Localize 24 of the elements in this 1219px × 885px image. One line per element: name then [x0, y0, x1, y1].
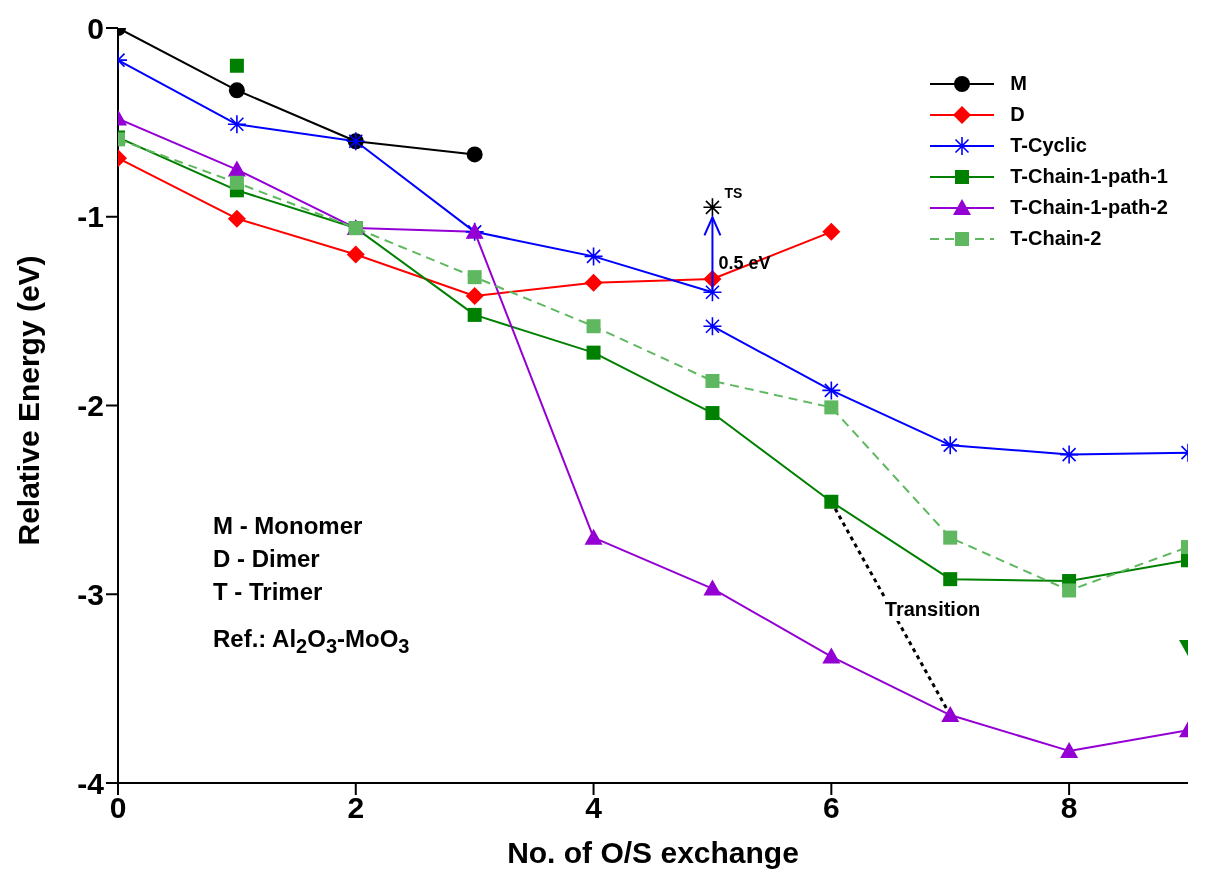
- legend-label: D: [1010, 103, 1025, 126]
- x-tick-label: 2: [347, 791, 365, 825]
- legend-label: T-Chain-1-path-2: [1010, 196, 1168, 219]
- y-axis-title: Relative Energy (eV): [11, 255, 45, 546]
- x-tick-label: 6: [822, 791, 840, 825]
- x-tick-label: 0: [109, 791, 127, 825]
- annotation: D - Dimer: [213, 544, 321, 575]
- y-tick-label: -4: [77, 766, 105, 800]
- y-tick-label: -3: [77, 577, 104, 611]
- legend-label: T-Chain-2: [1010, 227, 1102, 250]
- legend-label: T-Cyclic: [1010, 134, 1087, 157]
- x-tick-label: 8: [1060, 791, 1078, 825]
- y-tick-label: -2: [77, 389, 104, 423]
- x-tick-label: 4: [585, 791, 603, 825]
- x-axis-title: No. of O/S exchange: [507, 836, 799, 869]
- y-tick-label: 0: [87, 11, 104, 45]
- legend-label: M: [1010, 72, 1027, 95]
- legend-label: T-Chain-1-path-1: [1010, 165, 1168, 188]
- annotation: TS: [724, 185, 743, 202]
- annotation: Ref.: Al$_{2}$O$_{3}$-MoO$_{3}$: [213, 624, 410, 660]
- annotation: Transition: [882, 598, 983, 622]
- annotation: M - Monomer: [213, 511, 364, 542]
- annotation: T - Trimer: [213, 577, 324, 608]
- y-tick-label: -1: [77, 200, 104, 234]
